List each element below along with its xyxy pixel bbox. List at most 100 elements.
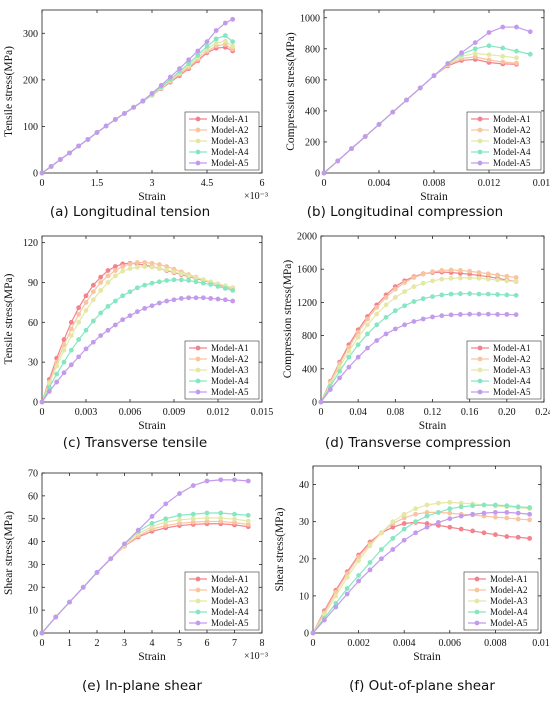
data-point <box>232 516 237 522</box>
data-point <box>310 630 316 636</box>
x-axis-label: Strain <box>413 651 441 663</box>
data-point <box>457 291 463 297</box>
legend-entry: Model-A3 <box>490 596 528 606</box>
series-model-a5 <box>321 24 533 176</box>
subfigure-caption: (b) Longitudinal compression <box>307 204 503 220</box>
data-point <box>515 504 521 510</box>
x-tick-label: 0.016 <box>533 178 550 189</box>
y-tick-label: 200 <box>305 137 320 148</box>
data-point <box>61 347 67 353</box>
legend-entry: Model-A1 <box>493 343 531 353</box>
data-point <box>142 264 148 269</box>
x-axis-label: Strain <box>420 191 448 203</box>
data-point <box>467 275 473 281</box>
data-point <box>383 302 389 308</box>
data-point <box>76 143 82 149</box>
series-model-a4 <box>318 291 519 405</box>
data-point <box>134 260 140 265</box>
plot-area <box>41 235 263 403</box>
data-point <box>504 515 510 521</box>
data-point <box>85 137 91 142</box>
legend-swatch-marker <box>474 576 480 582</box>
data-point <box>390 109 396 115</box>
data-point <box>335 158 341 164</box>
legend-entry: Model-A4 <box>211 607 249 617</box>
data-point <box>447 516 453 522</box>
data-point <box>513 279 519 285</box>
data-point <box>430 278 435 284</box>
data-point <box>83 307 89 313</box>
data-point <box>76 354 82 360</box>
data-point <box>178 277 184 283</box>
data-point <box>142 260 148 265</box>
data-point <box>218 477 224 483</box>
chart-f: 0 0.002 0.004 0.006 0.008 0.01 0 10 20 30 40 Strain… <box>274 465 550 694</box>
data-point <box>164 264 170 269</box>
data-point <box>200 280 206 286</box>
data-point <box>163 519 169 525</box>
legend-swatch-marker <box>195 138 201 144</box>
data-point <box>83 327 89 333</box>
data-point <box>54 371 60 377</box>
chart-d: 0 0.04 0.08 0.12 0.16 0.20 0.24 0 400 800 1200 1600… <box>282 232 550 452</box>
data-point <box>390 535 396 541</box>
data-point <box>513 292 519 298</box>
data-point <box>411 284 417 290</box>
legend-entry: Model-A4 <box>211 376 249 386</box>
data-point <box>374 338 380 343</box>
data-point <box>476 275 482 281</box>
data-point <box>80 584 86 590</box>
data-point <box>390 519 396 525</box>
data-point <box>346 348 352 354</box>
legend-entry: Model-A2 <box>490 585 528 595</box>
data-point <box>392 286 398 292</box>
data-point <box>470 503 475 509</box>
data-point <box>163 501 169 507</box>
data-point <box>186 61 192 66</box>
legend-swatch-marker <box>477 345 483 351</box>
data-point <box>376 122 382 127</box>
y-tick-label: 40 <box>28 537 38 548</box>
x-axis-label: Strain <box>138 651 166 663</box>
y-axis-label: Shear stress(MPa) <box>3 511 15 595</box>
data-point <box>485 291 491 297</box>
data-point <box>105 273 111 279</box>
data-point <box>230 288 236 293</box>
y-tick-label: 0 <box>304 629 309 640</box>
x-tick-label: 0 <box>40 638 45 649</box>
data-point <box>112 273 118 279</box>
legend-swatch-marker <box>195 127 201 133</box>
data-point <box>218 519 224 524</box>
data-point <box>230 298 236 304</box>
data-point <box>68 319 74 325</box>
data-point <box>401 526 407 532</box>
data-point <box>156 262 162 267</box>
data-point <box>481 510 487 516</box>
legend-swatch-marker <box>477 116 483 122</box>
x-tick-label: 0.006 <box>119 407 142 418</box>
y-tick-label: 800 <box>305 44 320 55</box>
y-tick-label: 600 <box>305 75 320 86</box>
data-point <box>156 279 162 285</box>
data-point <box>344 591 350 597</box>
subfigure-caption: (a) Longitudinal tension <box>50 204 210 220</box>
data-point <box>149 520 155 526</box>
data-point <box>355 342 361 348</box>
data-point <box>402 303 408 309</box>
data-point <box>61 359 67 365</box>
x-tick-label: 6 <box>260 178 265 189</box>
data-point <box>431 73 437 79</box>
y-axis-label: Tensile stress(MPa) <box>3 46 15 137</box>
data-point <box>383 331 389 337</box>
data-point <box>164 278 170 283</box>
y-tick-label: 60 <box>28 318 38 329</box>
data-point <box>500 59 506 65</box>
data-point <box>98 333 104 338</box>
data-point <box>346 354 352 360</box>
data-point <box>190 511 196 517</box>
legend-entry: Model-A1 <box>211 114 249 124</box>
legend-swatch-marker <box>477 127 483 133</box>
data-point <box>333 593 339 599</box>
data-point <box>495 312 500 317</box>
